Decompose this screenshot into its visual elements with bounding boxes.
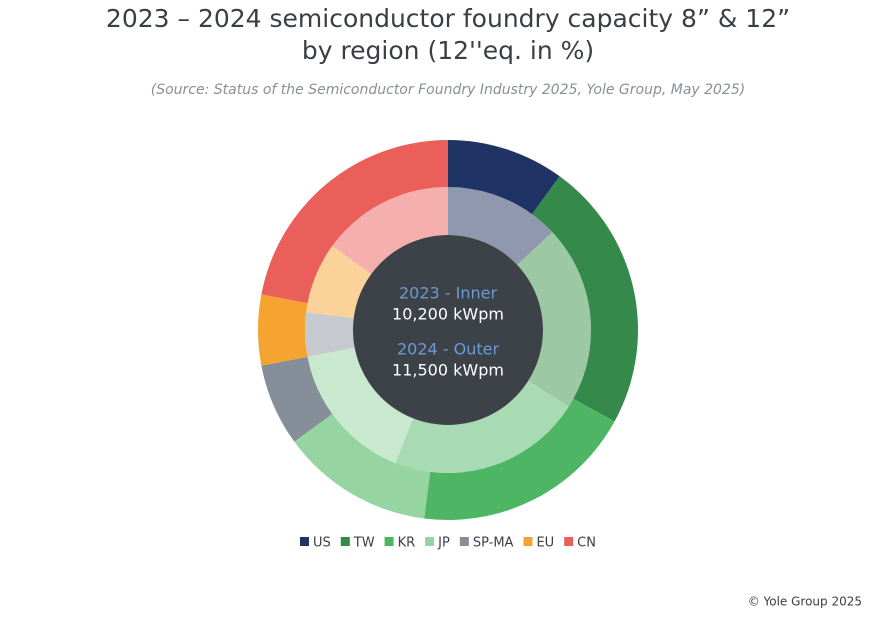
donut-slice bbox=[517, 232, 591, 407]
legend-swatch bbox=[340, 537, 350, 546]
donut-slice bbox=[307, 347, 414, 463]
legend-swatch bbox=[384, 537, 394, 546]
donut-slice bbox=[305, 312, 355, 357]
legend-label: TW bbox=[353, 536, 375, 551]
credit: © Yole Group 2025 bbox=[748, 595, 862, 609]
legend-label: CN bbox=[577, 536, 596, 551]
chart-subtitle: (Source: Status of the Semiconductor Fou… bbox=[151, 82, 746, 98]
donut-slice bbox=[294, 414, 431, 519]
series-name: 2024 - Outer bbox=[397, 340, 500, 359]
legend-swatch bbox=[523, 537, 533, 546]
legend-swatch bbox=[564, 537, 574, 546]
chart-title: by region (12''eq. in %) bbox=[302, 36, 594, 65]
legend-label: JP bbox=[437, 536, 450, 551]
legend-label: US bbox=[313, 536, 331, 551]
legend-label: EU bbox=[536, 536, 554, 551]
series-name: 2023 - Inner bbox=[399, 284, 498, 303]
donut-slice bbox=[261, 140, 448, 304]
donut-slice bbox=[258, 294, 308, 366]
donut-slice bbox=[261, 356, 333, 442]
legend-label: SP-MA bbox=[473, 536, 514, 551]
donut-slice bbox=[424, 398, 615, 520]
donut-slice bbox=[306, 245, 372, 319]
legend-swatch bbox=[300, 537, 310, 546]
legend-swatch bbox=[425, 537, 435, 546]
legend-label: KR bbox=[398, 536, 416, 551]
center-disc bbox=[353, 235, 543, 425]
chart-title: 2023 – 2024 semiconductor foundry capaci… bbox=[106, 4, 790, 33]
series-total: 11,500 kWpm bbox=[392, 361, 504, 380]
series-total: 10,200 kWpm bbox=[392, 305, 504, 324]
donut-slice bbox=[448, 187, 553, 265]
donut-slice bbox=[395, 380, 569, 473]
donut-slice bbox=[532, 176, 639, 422]
donut-slice bbox=[448, 140, 560, 215]
donut-slice bbox=[332, 187, 448, 275]
legend-swatch bbox=[459, 537, 469, 546]
